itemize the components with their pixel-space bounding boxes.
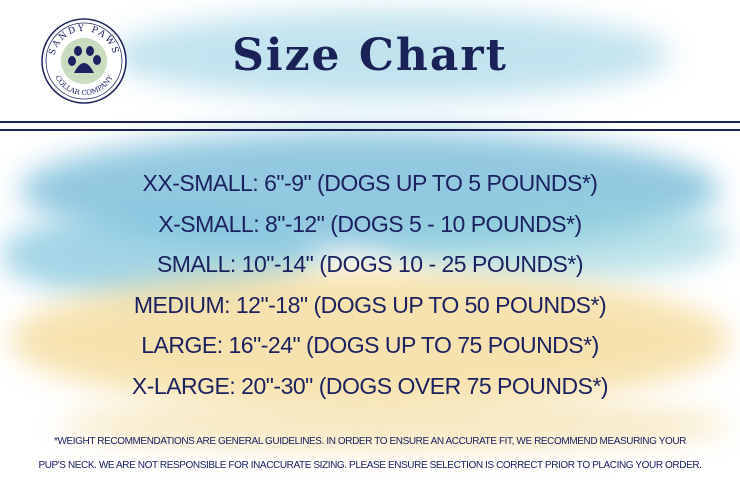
size-large: Large: 16"-24" (dogs up to 75 pounds*) bbox=[141, 332, 599, 358]
size-x-small: X-Small: 8"-12" (dogs 5 - 10 pounds*) bbox=[158, 210, 582, 237]
size-medium: Medium: 12"-18" (dogs up to 50 pounds*) bbox=[133, 291, 607, 318]
divider-bottom bbox=[0, 129, 740, 131]
footnote-line: pup's neck. We are not responsible for i… bbox=[38, 460, 702, 471]
size-small: Small: 10"-14" (dogs 10 - 25 pounds*) bbox=[156, 251, 584, 277]
sandy-paws-logo: SANDY PAWS COLLAR COMPANY bbox=[41, 18, 127, 104]
size-x-large: X-Large: 20"-30" (dogs over 75 pounds*) bbox=[131, 372, 609, 399]
divider-top bbox=[0, 121, 740, 123]
footnote-line: *Weight recommendations are general guid… bbox=[54, 436, 686, 447]
size-list: XX-Small: 6"-9" (dogs up to 5 pounds*) X… bbox=[0, 163, 740, 406]
footnote: *Weight recommendations are general guid… bbox=[10, 430, 730, 478]
size-xx-small: XX-Small: 6"-9" (dogs up to 5 pounds*) bbox=[142, 170, 598, 196]
page-title: Size Chart bbox=[232, 30, 508, 81]
